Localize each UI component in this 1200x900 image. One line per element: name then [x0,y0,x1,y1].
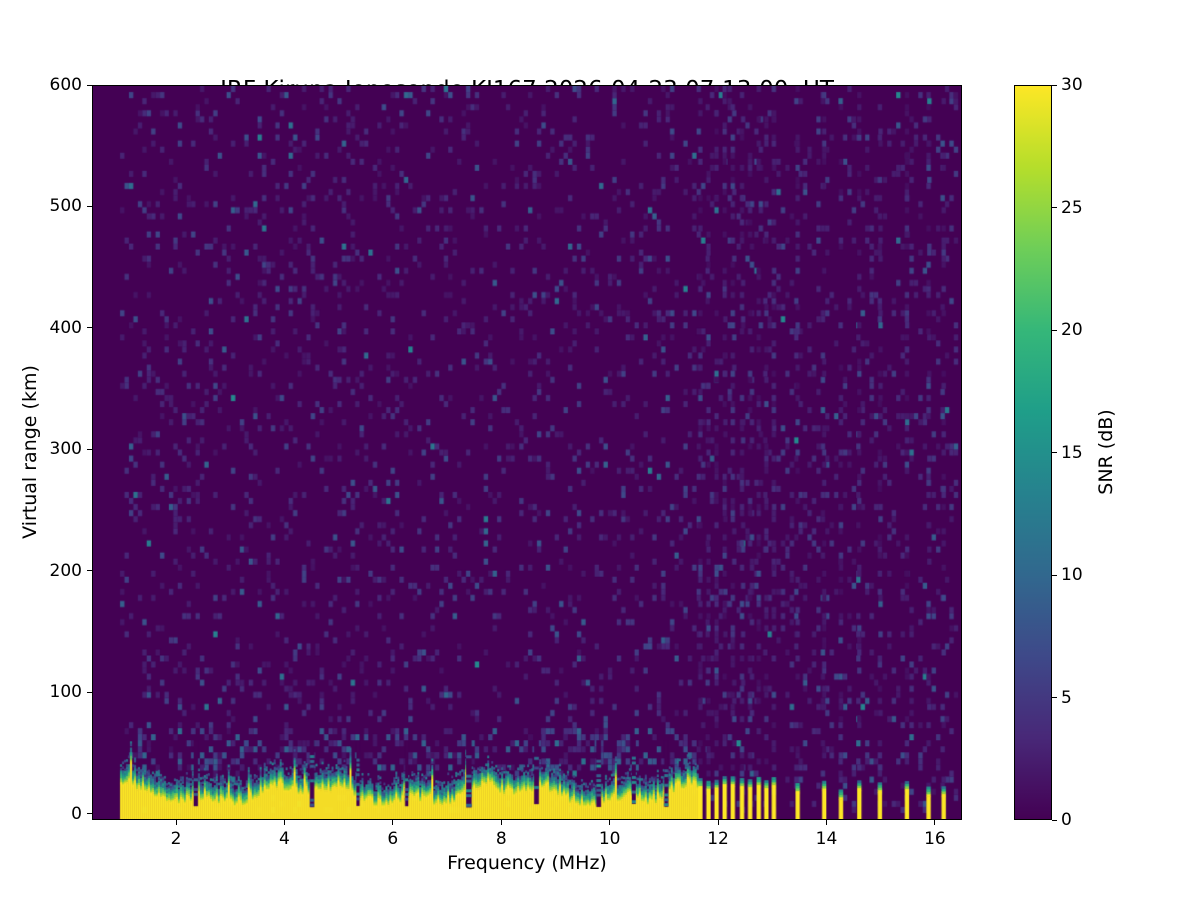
y-tick-label: 500 [49,196,82,217]
colorbar-tick-mark [1052,329,1057,331]
heatmap-plot-area [92,85,962,820]
y-tick-mark [87,205,92,207]
x-tick-mark [609,820,611,825]
x-axis-label: Frequency (MHz) [447,852,607,874]
x-tick-label: 10 [598,829,621,849]
y-tick-mark [87,570,92,572]
colorbar-tick-label: 0 [1061,810,1072,830]
colorbar [1014,85,1052,820]
x-tick-mark [717,820,719,825]
x-tick-mark [825,820,827,825]
x-tick-mark [175,820,177,825]
heatmap-canvas [93,86,961,819]
x-tick-mark [500,820,502,825]
colorbar-tick-label: 15 [1061,442,1083,463]
y-tick-mark [87,448,92,450]
x-tick-mark [283,820,285,825]
x-tick-label: 14 [815,829,838,849]
colorbar-tick-mark [1052,84,1057,86]
y-tick-label: 200 [49,560,82,581]
colorbar-tick-mark [1052,452,1057,453]
x-tick-label: 6 [387,829,399,849]
y-tick-mark [87,691,92,693]
x-tick-label: 12 [707,829,729,849]
colorbar-tick-label: 10 [1061,565,1083,585]
y-tick-label: 100 [49,682,82,703]
x-tick-label: 8 [495,829,507,849]
y-tick-mark [87,813,92,815]
y-tick-label: 300 [49,439,82,460]
y-tick-label: 0 [71,803,82,824]
x-tick-label: 2 [170,829,182,849]
colorbar-tick-mark [1052,207,1057,208]
colorbar-tick-label: 25 [1061,197,1083,218]
y-tick-mark [87,84,92,86]
colorbar-tick-mark [1052,697,1057,698]
y-tick-label: 400 [49,317,82,338]
x-tick-mark [392,820,394,825]
colorbar-tick-label: 30 [1061,75,1083,95]
colorbar-tick-label: 20 [1061,320,1083,340]
colorbar-tick-label: 5 [1061,687,1072,708]
x-tick-label: 4 [279,829,290,849]
x-tick-label: 16 [924,829,946,849]
y-tick-label: 600 [49,75,82,95]
colorbar-tick-mark [1052,819,1057,821]
colorbar-tick-mark [1052,574,1057,576]
x-tick-mark [934,820,936,825]
y-tick-mark [87,327,92,329]
